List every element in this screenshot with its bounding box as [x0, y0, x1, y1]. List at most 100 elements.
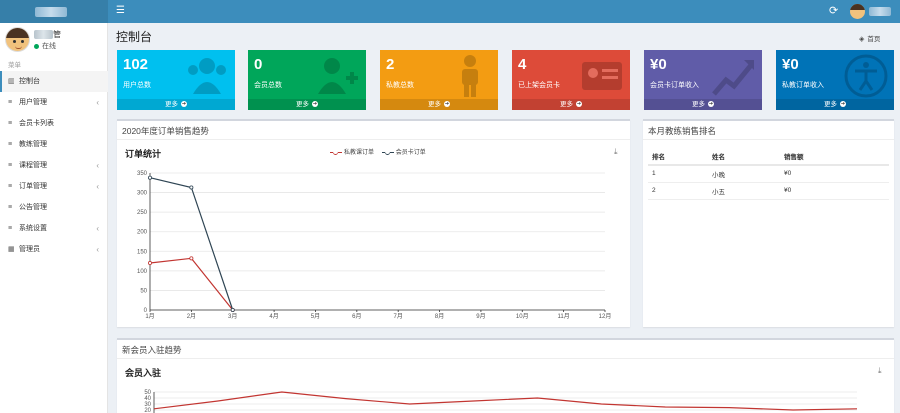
y-tick-label: 50 [144, 390, 151, 396]
column-header: 销售额 [780, 148, 889, 166]
sidebar-item-dashboard[interactable]: ▥ 控制台 [0, 71, 108, 92]
person-icon [462, 55, 478, 97]
more-link[interactable]: 更多 ➔ [248, 99, 366, 110]
download-icon[interactable]: ⤓ [614, 147, 618, 156]
avatar [5, 27, 30, 52]
status-dot-icon [34, 43, 39, 49]
stat-label: 已上架会员卡 [518, 82, 560, 89]
series-line [149, 257, 234, 311]
chevron-left-icon: ‹ [96, 98, 99, 107]
dashboard-icon: ◈ [859, 36, 865, 43]
more-link[interactable]: 更多 ➔ [512, 99, 630, 110]
data-point [230, 307, 235, 312]
arrow-right-icon: ➔ [576, 101, 582, 108]
y-tick-label: 0 [144, 308, 148, 314]
sidebar-item-users[interactable]: ≡ 用户管理 ‹ [0, 92, 108, 113]
stat-box-card-income: ¥0 会员卡订单收入 更多 ➔ [644, 50, 762, 110]
more-link[interactable]: 更多 ➔ [644, 99, 762, 110]
table-row: 1 小晚 ¥0 [648, 165, 889, 183]
refresh-icon[interactable]: ⟳ [829, 5, 839, 17]
data-point [189, 256, 194, 261]
sidebar-menu: ▥ 控制台 ≡ 用户管理 ‹ ≡ 会员卡列表 ≡ 教练管理 ≡ 课程管理 ‹ ≡ 订单管理 ‹ ≡… [0, 71, 108, 260]
data-point [147, 175, 152, 180]
chart-title: 会员入驻 [125, 368, 162, 378]
x-tick-label: 7月 [394, 313, 403, 320]
more-link[interactable]: 更多 ➔ [380, 99, 498, 110]
sidebar-item-settings[interactable]: ≡ 系统设置 ‹ [0, 218, 108, 239]
name-cell: 小晚 [708, 165, 780, 183]
x-tick-label: 1月 [145, 313, 154, 320]
y-tick-label: 200 [137, 230, 148, 236]
hamburger-icon[interactable]: ☰ [116, 5, 125, 16]
breadcrumb[interactable]: ◈ 首页 [859, 33, 880, 43]
table-header-row: 排名 姓名 销售额 [648, 148, 889, 166]
sidebar-item-orders[interactable]: ≡ 订单管理 ‹ [0, 176, 108, 197]
list-icon: ≡ [8, 99, 13, 106]
x-tick-label: 5月 [311, 313, 320, 320]
column-header: 姓名 [708, 148, 780, 166]
amount-cell: ¥0 [780, 165, 889, 183]
y-tick-label: 20 [144, 408, 151, 413]
x-tick-label: 12月 [599, 313, 612, 320]
legend-item[interactable]: 私教课订单 [330, 148, 374, 156]
sidebar-item-membership-cards[interactable]: ≡ 会员卡列表 [0, 113, 108, 134]
trend-icon [712, 60, 754, 96]
y-tick-label: 250 [137, 210, 148, 216]
rank-cell: 1 [648, 165, 708, 183]
arrow-right-icon: ➔ [840, 101, 846, 108]
x-tick-label: 11月 [558, 313, 570, 320]
arrow-right-icon: ➔ [708, 101, 714, 108]
legend-swatch [330, 148, 342, 156]
users-icon [188, 58, 226, 94]
arrow-right-icon: ➔ [312, 101, 318, 108]
chart-legend[interactable]: 私教课订单 会员卡订单 [330, 147, 426, 156]
logo[interactable] [0, 0, 108, 23]
x-tick-label: 3月 [228, 313, 237, 320]
ranking-table: 排名 姓名 销售额 1 小晚 ¥0 2 小五 ¥0 [648, 148, 889, 200]
user-name-blurred[interactable] [869, 7, 891, 16]
arrow-right-icon: ➔ [181, 101, 187, 108]
stat-value: 0 [254, 56, 263, 73]
more-link[interactable]: 更多 ➔ [776, 99, 894, 110]
sidebar-item-coaches[interactable]: ≡ 教练管理 [0, 134, 108, 155]
sales-trend-panel: 2020年度订单销售趋势 订单统计 私教课订单 会员卡订单 ⤓ 0 50 100 15… [117, 119, 630, 327]
user-avatar[interactable] [850, 4, 865, 19]
data-point [147, 261, 152, 266]
more-link[interactable]: 更多 ➔ [117, 99, 235, 110]
list-icon: ≡ [8, 120, 13, 127]
user-name-suffix: 管 [53, 30, 61, 39]
x-tick-label: 9月 [476, 313, 485, 320]
chevron-left-icon: ‹ [96, 224, 99, 233]
sidebar-item-announcements[interactable]: ≡ 公告管理 [0, 197, 108, 218]
top-navbar: ☰ ⟳ [0, 0, 900, 23]
column-header: 排名 [648, 148, 708, 166]
list-icon: ≡ [8, 183, 13, 190]
sidebar-item-label: 订单管理 [19, 183, 47, 190]
menu-header: 菜单 [8, 62, 21, 69]
sidebar-item-label: 会员卡列表 [19, 120, 54, 127]
chart-title: 订单统计 [125, 149, 162, 159]
data-point [189, 185, 194, 190]
rank-cell: 2 [648, 182, 708, 200]
sidebar-item-admins[interactable]: ▦ 管理员 ‹ [0, 239, 108, 260]
user-panel: 管 在线 [0, 23, 108, 55]
breadcrumb-home[interactable]: 首页 [867, 36, 881, 43]
stat-box-users: 102 用户总数 更多 ➔ [117, 50, 235, 110]
sidebar-item-courses[interactable]: ≡ 课程管理 ‹ [0, 155, 108, 176]
y-tick-label: 150 [137, 249, 148, 255]
y-tick-label: 40 [144, 396, 151, 402]
y-tick-label: 100 [137, 269, 148, 275]
list-icon: ≡ [8, 204, 13, 211]
stat-value: ¥0 [782, 56, 799, 73]
accessibility-icon [844, 54, 888, 98]
sidebar-item-label: 公告管理 [19, 204, 47, 211]
stat-label: 用户总数 [123, 82, 151, 89]
table-row: 2 小五 ¥0 [648, 182, 889, 200]
panel-title: 新会员入驻趋势 [122, 345, 182, 355]
legend-item[interactable]: 会员卡订单 [381, 148, 426, 156]
download-icon[interactable]: ⤓ [878, 366, 882, 375]
online-status: 在线 [34, 41, 56, 51]
y-tick-label: 350 [137, 171, 148, 177]
page-title: 控制台 [116, 30, 153, 44]
